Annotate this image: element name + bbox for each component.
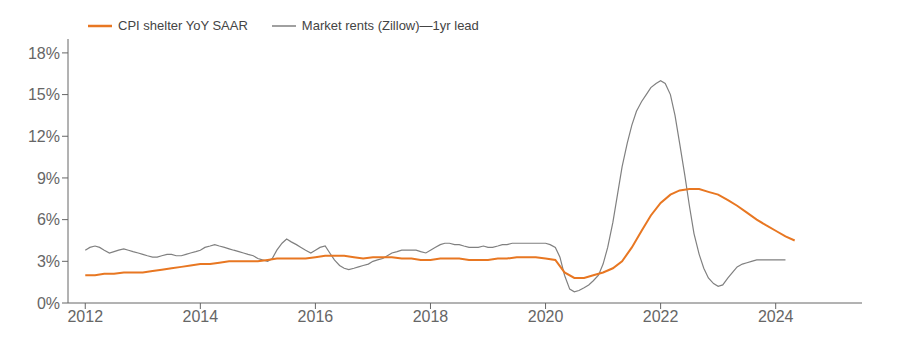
html-text:Market rents (Zillow)—1yr lead: Market rents (Zillow)—1yr lead (301, 18, 479, 33)
svg-text:2020: 2020 (528, 308, 564, 325)
svg-text:0%: 0% (37, 295, 60, 312)
svg-text:2024: 2024 (758, 308, 794, 325)
svg-text:2012: 2012 (67, 308, 103, 325)
svg-text:2016: 2016 (298, 308, 334, 325)
svg-text:6%: 6% (37, 211, 60, 228)
svg-text:2018: 2018 (413, 308, 449, 325)
svg-text:2014: 2014 (183, 308, 219, 325)
svg-text:9%: 9% (37, 170, 60, 187)
svg-text:12%: 12% (28, 128, 60, 145)
svg-text:18%: 18% (28, 45, 60, 62)
html-text:CPI shelter YoY SAAR: CPI shelter YoY SAAR (118, 18, 248, 33)
svg-text:15%: 15% (28, 86, 60, 103)
svg-text:2022: 2022 (643, 308, 679, 325)
svg-text:3%: 3% (37, 253, 60, 270)
